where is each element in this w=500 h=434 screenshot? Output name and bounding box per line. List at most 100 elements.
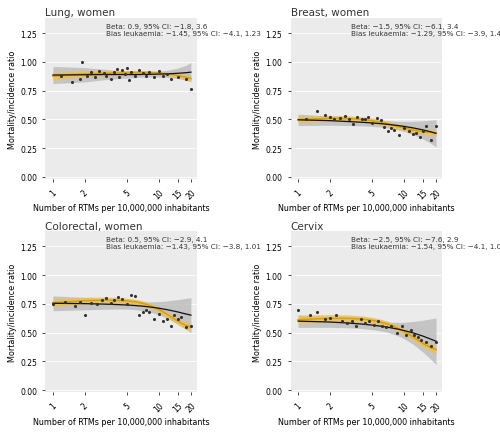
Point bbox=[88, 69, 96, 76]
Point bbox=[49, 301, 57, 308]
Point bbox=[294, 306, 302, 313]
Point bbox=[78, 59, 86, 66]
Point bbox=[422, 123, 430, 130]
Point bbox=[144, 69, 152, 76]
Point bbox=[321, 316, 329, 322]
Point bbox=[326, 315, 334, 322]
Point bbox=[422, 339, 430, 345]
Point bbox=[125, 78, 133, 85]
Point bbox=[135, 312, 143, 319]
Point bbox=[123, 65, 131, 72]
Point bbox=[102, 73, 110, 80]
Point bbox=[94, 68, 102, 75]
Point bbox=[384, 128, 392, 135]
Point bbox=[176, 313, 184, 320]
Point bbox=[150, 74, 158, 81]
Point bbox=[142, 306, 150, 313]
Point bbox=[361, 116, 369, 123]
Point bbox=[155, 311, 163, 318]
Point bbox=[100, 71, 108, 78]
Point bbox=[344, 116, 352, 123]
Point bbox=[167, 76, 175, 83]
Point bbox=[61, 299, 69, 306]
Point bbox=[187, 322, 195, 329]
Point bbox=[91, 74, 99, 81]
Point bbox=[155, 68, 163, 75]
Point bbox=[110, 297, 118, 304]
Point bbox=[352, 322, 360, 329]
Text: Beta: −1.5, 95% CI: −6.1, 3.4
Bias leukaemia: −1.29, 95% CI: −3.9, 1.4: Beta: −1.5, 95% CI: −6.1, 3.4 Bias leuka… bbox=[352, 24, 500, 37]
Point bbox=[410, 332, 418, 339]
Point bbox=[382, 324, 390, 331]
Point bbox=[398, 322, 406, 329]
Point bbox=[378, 322, 386, 329]
Point bbox=[123, 301, 131, 308]
Point bbox=[417, 336, 425, 343]
Point bbox=[356, 316, 364, 322]
Point bbox=[76, 299, 84, 306]
Point bbox=[419, 128, 427, 135]
Point bbox=[408, 132, 416, 138]
Point bbox=[302, 116, 310, 123]
Text: Beta: 0.5, 95% CI: −2.9, 4.1
Bias leukaemia: −1.43, 95% CI: −3.8, 1.01: Beta: 0.5, 95% CI: −2.9, 4.1 Bias leukae… bbox=[106, 237, 261, 250]
X-axis label: Number of RTMs per 10,000,000 inhabitants: Number of RTMs per 10,000,000 inhabitant… bbox=[33, 417, 210, 426]
Point bbox=[160, 318, 168, 325]
Point bbox=[68, 80, 76, 87]
Point bbox=[118, 67, 126, 74]
Point bbox=[114, 294, 122, 301]
Point bbox=[416, 134, 424, 141]
X-axis label: Number of RTMs per 10,000,000 inhabitants: Number of RTMs per 10,000,000 inhabitant… bbox=[278, 417, 455, 426]
Point bbox=[164, 316, 172, 322]
Text: Cervix: Cervix bbox=[290, 221, 324, 231]
Point bbox=[404, 128, 412, 135]
Text: Beta: −2.5, 95% CI: −7.6, 2.9
Bias leukaemia: −1.54, 95% CI: −4.1, 1.07: Beta: −2.5, 95% CI: −7.6, 2.9 Bias leuka… bbox=[352, 237, 500, 250]
Point bbox=[106, 76, 114, 83]
Point bbox=[366, 318, 374, 325]
Point bbox=[110, 69, 118, 76]
Point bbox=[368, 120, 376, 127]
Point bbox=[427, 343, 435, 350]
Text: Breast, women: Breast, women bbox=[290, 8, 369, 18]
Point bbox=[332, 312, 340, 319]
Point bbox=[343, 320, 351, 327]
Point bbox=[427, 137, 435, 144]
Point bbox=[372, 115, 380, 122]
Point bbox=[135, 67, 143, 74]
Y-axis label: Mortality/incidence ratio: Mortality/incidence ratio bbox=[8, 263, 18, 361]
Point bbox=[182, 76, 190, 83]
Point bbox=[160, 73, 168, 80]
Point bbox=[330, 116, 338, 123]
Y-axis label: Mortality/incidence ratio: Mortality/incidence ratio bbox=[8, 50, 18, 148]
Point bbox=[132, 293, 140, 299]
Point bbox=[380, 125, 388, 132]
Point bbox=[326, 114, 334, 121]
Point bbox=[370, 321, 378, 328]
Point bbox=[349, 121, 357, 128]
Point bbox=[142, 73, 150, 80]
Text: Beta: 0.9, 95% CI: −1.8, 3.6
Bias leukaemia: −1.45, 95% CI: −4.1, 1.23: Beta: 0.9, 95% CI: −1.8, 3.6 Bias leukae… bbox=[106, 24, 261, 37]
Point bbox=[364, 114, 372, 121]
Point bbox=[167, 322, 175, 329]
Point bbox=[121, 72, 129, 79]
Point bbox=[138, 71, 146, 78]
Point bbox=[102, 295, 110, 302]
Point bbox=[76, 76, 84, 83]
Point bbox=[128, 292, 136, 299]
Y-axis label: Mortality/incidence ratio: Mortality/incidence ratio bbox=[254, 50, 262, 148]
Point bbox=[376, 118, 384, 125]
Point bbox=[387, 322, 395, 329]
Point bbox=[361, 320, 369, 327]
Point bbox=[187, 87, 195, 94]
X-axis label: Number of RTMs per 10,000,000 inhabitants: Number of RTMs per 10,000,000 inhabitant… bbox=[33, 204, 210, 213]
Point bbox=[182, 324, 190, 331]
Point bbox=[321, 112, 329, 119]
Text: Lung, women: Lung, women bbox=[46, 8, 116, 18]
Point bbox=[374, 318, 382, 325]
Point bbox=[412, 130, 420, 137]
Point bbox=[392, 329, 400, 336]
Point bbox=[70, 303, 78, 310]
Point bbox=[88, 299, 96, 306]
Point bbox=[342, 113, 349, 120]
Point bbox=[387, 126, 395, 133]
Point bbox=[113, 66, 121, 73]
